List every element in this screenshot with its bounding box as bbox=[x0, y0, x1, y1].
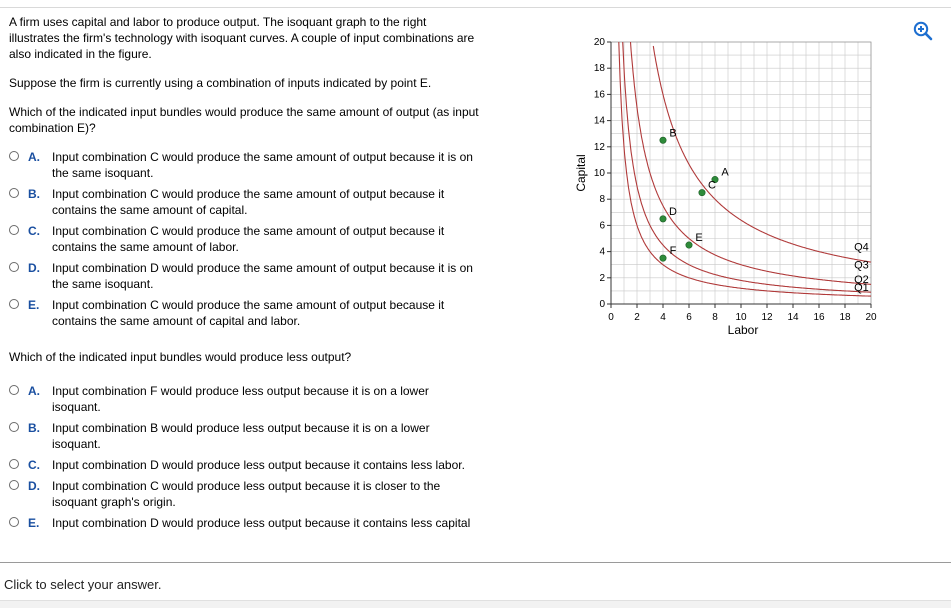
y-tick-label: 4 bbox=[599, 247, 605, 258]
y-tick-label: 12 bbox=[594, 142, 606, 153]
y-tick-label: 16 bbox=[594, 89, 606, 100]
option-text: Input combination C would produce the sa… bbox=[52, 298, 445, 328]
y-tick-label: 18 bbox=[594, 63, 606, 74]
intro-text: A firm uses capital and labor to produce… bbox=[9, 15, 475, 61]
point-label: A bbox=[721, 167, 729, 179]
option-text: Input combination C would produce the sa… bbox=[52, 224, 445, 254]
point-label: F bbox=[670, 245, 677, 257]
point-label: D bbox=[669, 206, 677, 218]
x-tick-label: 10 bbox=[735, 312, 747, 323]
radio-button[interactable] bbox=[9, 151, 19, 161]
plot-frame bbox=[610, 41, 872, 305]
input-bundle-point bbox=[659, 254, 667, 262]
isoquant-curve-q4 bbox=[652, 45, 872, 263]
radio-button[interactable] bbox=[9, 459, 19, 469]
x-tick-label: 8 bbox=[712, 312, 718, 323]
option-text: Input combination D would produce less o… bbox=[52, 516, 471, 530]
radio-button[interactable] bbox=[9, 299, 19, 309]
q1-option-e[interactable]: E. Input combination C would produce the … bbox=[9, 297, 479, 329]
question2-prompt: Which of the indicated input bundles wou… bbox=[9, 350, 352, 364]
y-tick-label: 0 bbox=[599, 299, 605, 310]
x-tick-label: 14 bbox=[787, 312, 799, 323]
y-axis-label: Capital bbox=[574, 154, 588, 191]
q1-option-b[interactable]: B. Input combination C would produce the … bbox=[9, 186, 479, 218]
option-text: Input combination C would produce the sa… bbox=[52, 150, 473, 180]
y-tick-label: 20 bbox=[594, 37, 606, 48]
x-tick-label: 16 bbox=[813, 312, 825, 323]
q1-option-c[interactable]: C. Input combination C would produce the … bbox=[9, 223, 479, 255]
option-text: Input combination D would produce less o… bbox=[52, 458, 465, 472]
q1-option-a[interactable]: A. Input combination C would produce the … bbox=[9, 149, 479, 181]
input-bundle-point bbox=[659, 136, 667, 144]
input-bundle-point bbox=[659, 215, 667, 223]
isoquant-label: Q4 bbox=[854, 241, 869, 253]
suppose-text: Suppose the firm is currently using a co… bbox=[9, 76, 432, 90]
input-bundle-point bbox=[698, 189, 706, 197]
option-text: Input combination F would produce less o… bbox=[52, 384, 429, 414]
isoquant-label: Q3 bbox=[854, 260, 869, 272]
question1-prompt: Which of the indicated input bundles wou… bbox=[9, 105, 479, 135]
q1-option-d[interactable]: D. Input combination D would produce the … bbox=[9, 260, 479, 292]
input-bundle-point bbox=[711, 176, 719, 184]
x-tick-label: 12 bbox=[761, 312, 773, 323]
radio-button[interactable] bbox=[9, 480, 19, 490]
q2-option-a[interactable]: A. Input combination F would produce less… bbox=[9, 383, 479, 415]
isoquant-label: Q1 bbox=[854, 282, 869, 294]
q2-option-d[interactable]: D. Input combination C would produce less… bbox=[9, 478, 479, 510]
bottom-bar bbox=[0, 600, 951, 608]
q2-option-b[interactable]: B. Input combination B would produce less… bbox=[9, 420, 479, 452]
x-axis-label: Labor bbox=[728, 323, 759, 337]
top-divider bbox=[0, 7, 951, 8]
question2-options: A. Input combination F would produce less… bbox=[9, 383, 479, 531]
question-panel: A firm uses capital and labor to produce… bbox=[9, 14, 479, 531]
x-tick-label: 2 bbox=[634, 312, 640, 323]
point-label: C bbox=[708, 180, 716, 192]
x-tick-label: 4 bbox=[660, 312, 666, 323]
radio-button[interactable] bbox=[9, 225, 19, 235]
isoquant-curve-q3 bbox=[629, 41, 872, 285]
x-tick-label: 6 bbox=[686, 312, 692, 323]
y-tick-label: 6 bbox=[599, 220, 605, 231]
option-text: Input combination D would produce the sa… bbox=[52, 261, 473, 291]
point-label: E bbox=[695, 232, 702, 244]
q2-option-e[interactable]: E. Input combination D would produce less… bbox=[9, 515, 479, 531]
input-bundle-point bbox=[685, 241, 693, 249]
isoquant-curve-q1 bbox=[618, 41, 871, 297]
x-tick-label: 20 bbox=[865, 312, 877, 323]
radio-button[interactable] bbox=[9, 262, 19, 272]
radio-button[interactable] bbox=[9, 517, 19, 527]
radio-button[interactable] bbox=[9, 188, 19, 198]
question1-options: A. Input combination C would produce the … bbox=[9, 149, 479, 329]
footer-divider bbox=[0, 562, 951, 563]
radio-button[interactable] bbox=[9, 385, 19, 395]
y-tick-label: 14 bbox=[594, 116, 606, 127]
isoquant-label: Q2 bbox=[854, 274, 869, 286]
x-tick-label: 18 bbox=[839, 312, 851, 323]
option-text: Input combination C would produce less o… bbox=[52, 479, 441, 509]
option-text: Input combination C would produce the sa… bbox=[52, 187, 445, 217]
y-tick-label: 10 bbox=[594, 168, 606, 179]
point-label: B bbox=[669, 127, 676, 139]
zoom-in-icon[interactable] bbox=[913, 21, 933, 41]
q2-option-c[interactable]: C. Input combination D would produce less… bbox=[9, 457, 479, 473]
isoquant-curve-q2 bbox=[622, 41, 871, 293]
radio-button[interactable] bbox=[9, 422, 19, 432]
option-text: Input combination B would produce less o… bbox=[52, 421, 430, 451]
x-tick-label: 0 bbox=[608, 312, 614, 323]
footer-instruction: Click to select your answer. bbox=[4, 577, 162, 592]
y-tick-label: 2 bbox=[599, 273, 605, 284]
y-tick-label: 8 bbox=[599, 194, 605, 205]
